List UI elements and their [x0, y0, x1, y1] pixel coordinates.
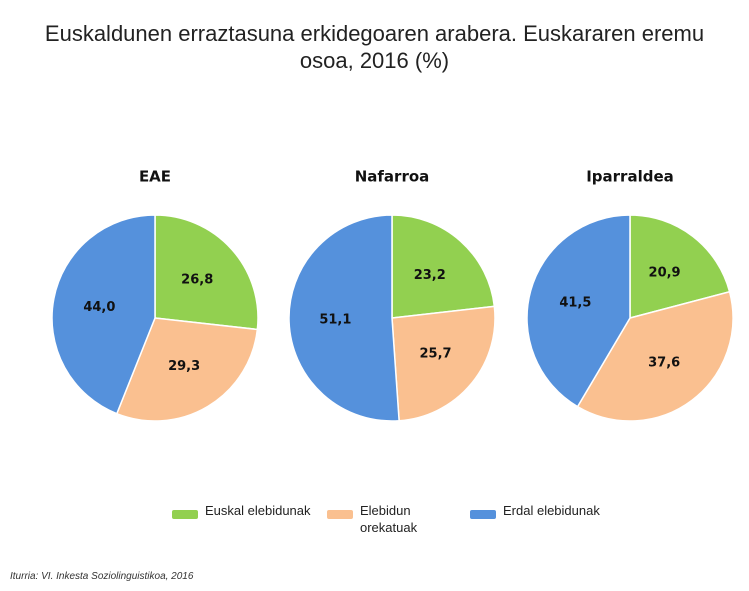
- legend-swatch: [327, 510, 353, 519]
- pie-title: Iparraldea: [586, 168, 674, 186]
- data-label: 37,6: [648, 356, 680, 371]
- chart-title: Euskaldunen erraztasuna erkidegoaren ara…: [44, 21, 705, 73]
- legend-swatch: [470, 510, 496, 519]
- pie-slice: [526, 214, 631, 408]
- pie-slice: [288, 214, 400, 422]
- data-label: 51,1: [319, 312, 351, 327]
- pie-slice: [576, 290, 734, 422]
- pie-slice: [115, 317, 259, 422]
- pie-slice: [51, 214, 156, 415]
- legend-label: Euskal elebidunak: [205, 503, 311, 518]
- data-label: 23,2: [414, 268, 446, 283]
- legend-label: Elebidun orekatuak: [360, 503, 418, 535]
- data-label: 25,7: [419, 347, 451, 362]
- pie-slice: [391, 305, 496, 422]
- legend-label: Erdal elebidunak: [503, 503, 600, 518]
- data-label: 41,5: [559, 296, 591, 311]
- legend-swatch: [172, 510, 198, 519]
- data-label: 20,9: [649, 266, 681, 281]
- pie-title: EAE: [139, 168, 171, 186]
- source: Iturria: VI. Inkesta Soziolinguistikoa, …: [10, 571, 194, 582]
- pie-slice: [391, 214, 496, 319]
- pie-slice: [154, 214, 259, 331]
- pie-slice: [629, 214, 731, 319]
- pie-title: Nafarroa: [355, 168, 430, 186]
- data-label: 26,8: [181, 273, 213, 288]
- data-label: 29,3: [168, 359, 200, 374]
- data-label: 44,0: [83, 300, 115, 315]
